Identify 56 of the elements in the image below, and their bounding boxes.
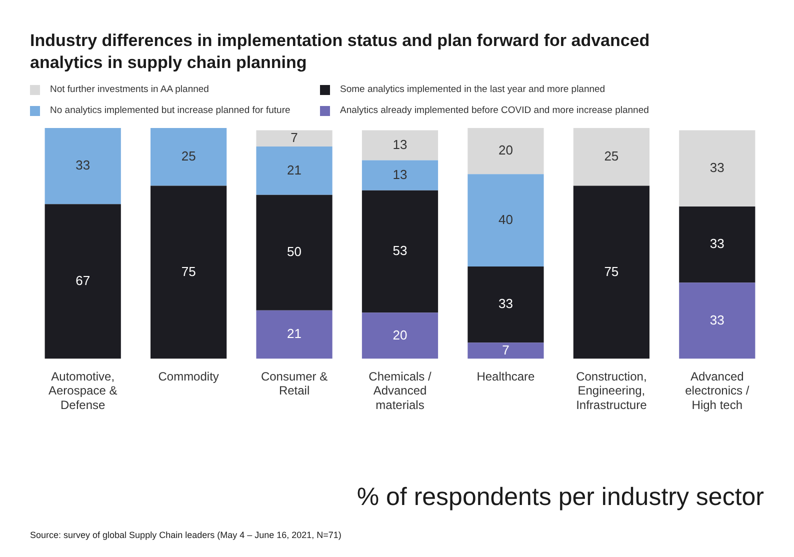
legend-label: No analytics implemented but increase planned for future <box>50 105 290 116</box>
data-label: 13 <box>392 166 408 182</box>
bar <box>679 206 756 283</box>
legend-label: Some analytics implemented in the last year and more planned <box>340 84 606 95</box>
bar <box>362 130 438 160</box>
data-label: 50 <box>287 244 302 260</box>
bar <box>256 194 332 310</box>
bar <box>150 128 227 186</box>
bar <box>44 128 121 204</box>
data-label: 7 <box>290 130 298 145</box>
source-note: Source: survey of global Supply Chain leaders (May 4 – June 16, 2021, N=71) <box>30 530 342 540</box>
bar <box>256 146 332 195</box>
bar <box>679 130 756 206</box>
x-tick-label: Consumer & Retail <box>260 369 328 398</box>
x-tick-label: Commodity <box>158 369 219 384</box>
data-label: 33 <box>710 160 724 175</box>
data-label: 40 <box>498 212 513 227</box>
bar <box>468 342 544 359</box>
legend-label: Analytics already implemented before COVID and more increase planned <box>340 105 649 116</box>
data-label: 25 <box>181 148 196 164</box>
bar <box>150 186 227 359</box>
bar <box>256 130 332 146</box>
data-label: 7 <box>502 342 510 358</box>
bar <box>573 128 650 186</box>
data-label: 67 <box>76 273 90 288</box>
data-label: 20 <box>392 327 408 342</box>
bar <box>679 282 756 359</box>
legend-label: Not further investments in AA planned <box>50 84 209 95</box>
data-label: 13 <box>392 136 408 152</box>
x-tick-label: Advanced electronics / High tech <box>685 369 750 412</box>
data-label: 33 <box>76 158 90 173</box>
data-label: 33 <box>710 312 724 328</box>
data-label: 75 <box>604 264 619 279</box>
bar <box>468 174 544 266</box>
bar <box>362 160 438 190</box>
data-label: 25 <box>604 148 619 164</box>
x-tick-label: Healthcare <box>476 369 536 384</box>
data-label: 20 <box>498 142 513 158</box>
x-tick-label: Construction, Engineering, Infrastructure <box>576 369 648 412</box>
data-label: 75 <box>181 264 196 279</box>
text: % of respondents per industry sector <box>356 483 764 512</box>
data-label: 21 <box>287 162 302 178</box>
x-tick-label: Automotive, Aerospace & Defense <box>48 369 118 412</box>
chart-title: Industry differences in implementation status and plan forward for advanced analytics in supply chain planning <box>30 30 650 74</box>
data-label: 33 <box>498 296 513 312</box>
x-tick-label: Chemicals / Advanced materials <box>368 369 432 412</box>
bar <box>468 266 544 343</box>
data-label: 53 <box>392 243 408 258</box>
bar <box>362 190 438 313</box>
bar <box>573 186 650 359</box>
bar <box>44 204 121 359</box>
data-label: 21 <box>287 326 302 342</box>
bar <box>256 310 332 359</box>
bar <box>468 128 544 174</box>
data-label: 33 <box>710 236 724 252</box>
bar <box>362 312 438 359</box>
